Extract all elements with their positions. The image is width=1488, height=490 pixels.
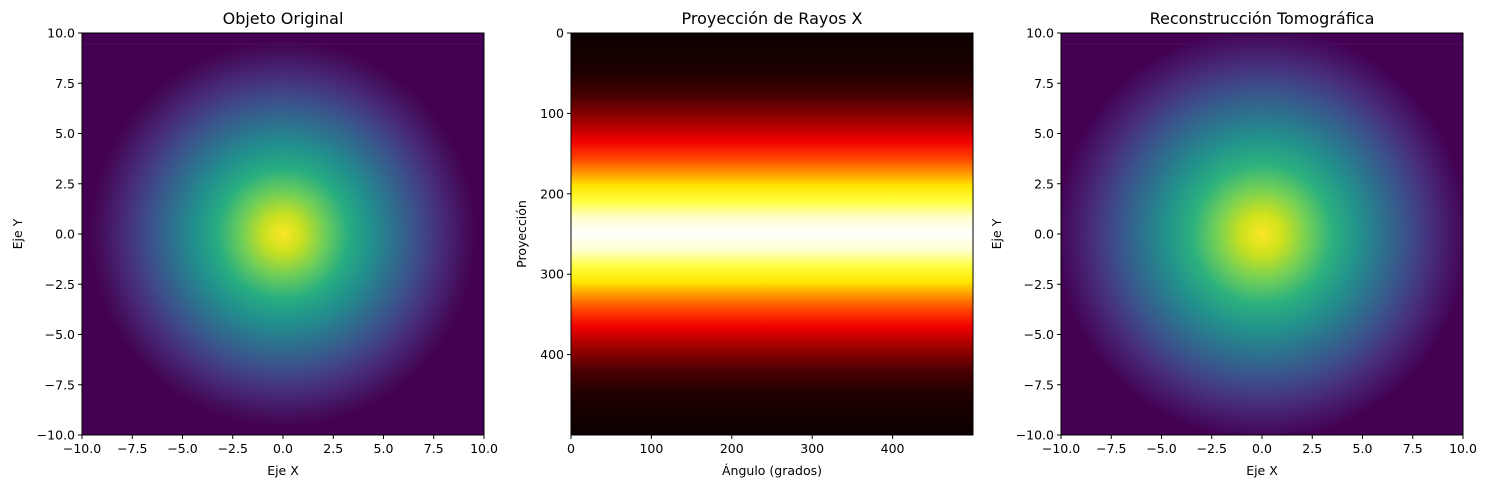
y-tick-label: 2.5	[55, 176, 75, 191]
x-tick-label: −2.5	[1197, 441, 1227, 456]
y-tick-label: −7.5	[45, 377, 75, 392]
x-tick-label: 300	[800, 441, 824, 456]
x-tick-label: 10.0	[470, 441, 498, 456]
x-tick-label: −5.0	[1146, 441, 1176, 456]
y-tick-label: −10.0	[1016, 428, 1054, 443]
x-tick-label: −10.0	[1042, 441, 1080, 456]
x-tick-label: −5.0	[167, 441, 197, 456]
x-tick-label: 100	[639, 441, 663, 456]
y-axis-label: Eje Y	[10, 218, 25, 249]
heatmap-edge-band	[1061, 43, 1463, 45]
y-tick-label: −2.5	[45, 277, 75, 292]
panel-reconstruccion-tomografica: Reconstrucción Tomográfica −10.0 −7.5 −5.0 −…	[989, 9, 1477, 478]
x-tick-label: 0	[567, 441, 575, 456]
x-axis-label: Eje X	[267, 463, 299, 478]
heatmap-gaussian	[1061, 33, 1463, 435]
x-tick-label: 2.5	[323, 441, 343, 456]
y-axis-label: Proyección	[514, 200, 529, 268]
y-tick-label: 300	[540, 267, 564, 282]
y-tick-label: 100	[540, 106, 564, 121]
y-tick-label: 7.5	[55, 76, 75, 91]
chart-title: Objeto Original	[223, 9, 344, 28]
x-tick-label: −7.5	[1096, 441, 1126, 456]
y-tick-label: 7.5	[1034, 76, 1054, 91]
x-tick-label: 0.0	[273, 441, 293, 456]
x-tick-label: 5.0	[1353, 441, 1373, 456]
y-tick-label: 0.0	[1034, 227, 1054, 242]
y-tick-label: 400	[540, 347, 564, 362]
y-tick-label: 5.0	[55, 126, 75, 141]
x-axis-label: Eje X	[1246, 463, 1278, 478]
y-tick-label: −10.0	[37, 428, 75, 443]
y-tick-label: −2.5	[1024, 277, 1054, 292]
x-tick-label: 5.0	[374, 441, 394, 456]
heatmap-edge-band	[82, 43, 484, 45]
y-tick-label: 10.0	[1026, 26, 1054, 41]
x-tick-label: −2.5	[218, 441, 248, 456]
heatmap-gaussian	[90, 41, 476, 427]
x-tick-label: −7.5	[117, 441, 147, 456]
y-tick-label: 2.5	[1034, 176, 1054, 191]
x-axis-label: Ángulo (grados)	[722, 463, 822, 478]
y-tick-label: 10.0	[47, 26, 75, 41]
x-tick-label: 400	[881, 441, 905, 456]
chart-title: Proyección de Rayos X	[681, 9, 862, 28]
y-tick-label: 0	[556, 26, 564, 41]
panel-proyeccion-rayos-x: Proyección de Rayos X 0 100 200 300 400 0 100 20…	[514, 9, 974, 478]
heatmap-projection	[571, 33, 973, 435]
y-tick-label: −5.0	[1024, 327, 1054, 342]
x-tick-label: 2.5	[1302, 441, 1322, 456]
panel-objeto-original: Objeto Original −10.0 −7.5 −5.0 −2.5 0.0 2.5 5.…	[10, 9, 498, 478]
x-tick-label: 10.0	[1449, 441, 1477, 456]
x-tick-label: 0.0	[1252, 441, 1272, 456]
x-tick-label: 200	[720, 441, 744, 456]
x-tick-label: −10.0	[63, 441, 101, 456]
axes-frame	[570, 32, 974, 436]
chart-title: Reconstrucción Tomográfica	[1150, 9, 1375, 28]
y-tick-label: 200	[540, 186, 564, 201]
x-tick-label: 7.5	[1403, 441, 1423, 456]
x-tick-label: 7.5	[424, 441, 444, 456]
y-tick-label: 0.0	[55, 227, 75, 242]
y-tick-label: 5.0	[1034, 126, 1054, 141]
y-axis-label: Eje Y	[989, 218, 1004, 249]
y-tick-label: −7.5	[1024, 377, 1054, 392]
y-tick-label: −5.0	[45, 327, 75, 342]
